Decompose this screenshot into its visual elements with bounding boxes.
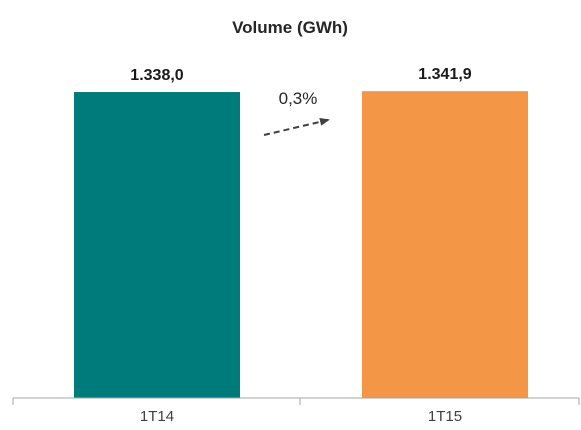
chart-title: Volume (GWh) xyxy=(232,18,348,37)
x-tick-label-1t14: 1T14 xyxy=(140,408,174,425)
value-label-1t15: 1.341,9 xyxy=(418,66,471,83)
x-tick-label-1t15: 1T15 xyxy=(428,408,462,425)
value-label-1t14: 1.338,0 xyxy=(130,67,183,84)
growth-arrow xyxy=(263,117,330,136)
bar-1t14 xyxy=(74,92,240,398)
x-tick-label-group: 1T14 1T15 xyxy=(140,408,462,425)
bar-group xyxy=(74,91,528,399)
bar-1t15 xyxy=(362,91,528,399)
value-label-group: 1.338,0 1.341,9 xyxy=(130,66,471,84)
growth-annotation-label: 0,3% xyxy=(279,89,318,108)
